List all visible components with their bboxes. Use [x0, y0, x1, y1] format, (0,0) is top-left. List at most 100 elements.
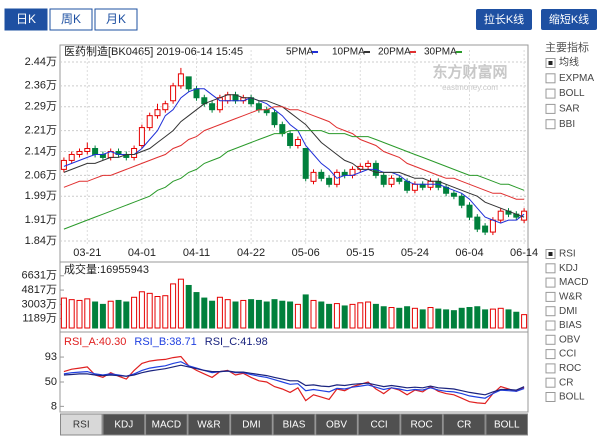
- volume-bar: [60, 297, 67, 329]
- x-tick-label: 04-01: [128, 247, 156, 259]
- indicator-tab[interactable]: CCI: [357, 413, 401, 436]
- volume-bar: [115, 299, 122, 329]
- y-tick-label: 4817万: [22, 284, 57, 296]
- rsi-line: [63, 361, 525, 399]
- volume-bar: [326, 303, 333, 329]
- indicator-tab[interactable]: CR: [442, 413, 486, 436]
- indicator-option[interactable]: 均线: [545, 56, 579, 69]
- checkbox: [545, 119, 556, 130]
- volume-bar: [380, 306, 387, 329]
- volume-bar: [92, 301, 99, 329]
- volume-bar: [107, 300, 114, 329]
- tab-bg: [145, 413, 188, 436]
- volume-bar: [209, 300, 216, 329]
- option-label: 均线: [559, 56, 579, 69]
- option-label: MACD: [559, 277, 588, 288]
- tab-bg: [272, 413, 316, 436]
- candle-body: [310, 171, 317, 182]
- button-label: 日K: [16, 12, 36, 26]
- button-label: 月K: [106, 12, 126, 26]
- y-tick-label: 1189万: [22, 313, 57, 325]
- candle-body: [474, 216, 481, 230]
- indicator-tab[interactable]: W&R: [187, 413, 231, 436]
- checkbox: [545, 306, 556, 317]
- checkbox: [545, 377, 556, 388]
- volume-bar: [294, 303, 301, 329]
- indicator-option[interactable]: DMI: [545, 306, 577, 317]
- button-label: 缩短K线: [549, 12, 589, 26]
- indicator-tab[interactable]: BOLL: [485, 413, 529, 436]
- indicator-option[interactable]: EXPMA: [545, 73, 594, 84]
- checkbox: [545, 277, 556, 288]
- indicator-option[interactable]: BIAS: [545, 320, 582, 331]
- y-tick-label: 2.36万: [25, 80, 57, 92]
- candle-body: [209, 103, 216, 111]
- indicator-tab[interactable]: OBV: [315, 413, 358, 436]
- y-tick-label: 93: [45, 351, 57, 363]
- candle-body: [380, 174, 387, 185]
- watermark: eastmoney.com: [442, 83, 498, 92]
- indicator-option[interactable]: CCI: [545, 349, 576, 360]
- candle-body: [76, 150, 83, 155]
- candle-body: [68, 153, 75, 161]
- option-label: EXPMA: [559, 73, 594, 84]
- period-button[interactable]: 月K: [94, 8, 138, 31]
- checkbox: [545, 334, 556, 345]
- volume-bar: [474, 306, 481, 329]
- volume-bar: [201, 297, 208, 329]
- indicator-option[interactable]: MACD: [545, 277, 588, 288]
- volume-bar: [505, 309, 512, 329]
- candle-body: [497, 210, 504, 221]
- indicator-tab[interactable]: KDJ: [102, 413, 146, 436]
- option-label: KDJ: [559, 263, 578, 274]
- indicator-option[interactable]: OBV: [545, 334, 580, 345]
- x-tick-label: 04-11: [183, 247, 210, 259]
- tab-bg: [187, 413, 231, 436]
- option-label: OBV: [559, 334, 580, 345]
- action-button[interactable]: 缩短K线: [541, 9, 597, 30]
- candle-body: [84, 147, 91, 152]
- option-label: CR: [559, 377, 573, 388]
- indicator-option[interactable]: RSI: [545, 249, 576, 260]
- indicator-option[interactable]: SAR: [545, 104, 580, 115]
- candle-body: [411, 183, 418, 191]
- option-label: BOLL: [559, 392, 585, 403]
- volume-bar: [466, 307, 473, 329]
- tab-label: W&R: [197, 420, 220, 431]
- checkbox: [545, 263, 556, 274]
- y-tick-label: 2.29万: [25, 101, 57, 113]
- indicator-option[interactable]: W&R: [545, 291, 582, 303]
- action-button[interactable]: 拉长K线: [476, 9, 532, 30]
- indicator-option[interactable]: KDJ: [545, 263, 578, 274]
- y-tick-label: 50: [45, 376, 57, 388]
- indicator-option[interactable]: BOLL: [545, 392, 585, 403]
- candle-body: [154, 109, 161, 117]
- indicator-option[interactable]: CR: [545, 377, 573, 388]
- option-label: SAR: [559, 104, 580, 115]
- indicator-option[interactable]: ROC: [545, 363, 581, 374]
- ma-line: [63, 106, 525, 200]
- candle-body: [146, 115, 153, 129]
- checkbox: [545, 291, 556, 302]
- candle-body: [388, 177, 395, 185]
- indicator-tab[interactable]: ROC: [400, 413, 443, 436]
- period-button[interactable]: 周K: [49, 8, 93, 31]
- x-tick-label: 05-06: [292, 247, 320, 259]
- indicator-tab[interactable]: RSI: [60, 413, 103, 436]
- volume-bar: [419, 309, 426, 329]
- volume-bar: [396, 307, 403, 329]
- sidebar-title: 主要指标: [545, 40, 589, 54]
- indicator-option[interactable]: BBI: [545, 119, 575, 130]
- volume-bar: [302, 294, 309, 329]
- option-label: DMI: [559, 306, 577, 317]
- volume-bar: [248, 299, 255, 329]
- y-tick-label: 1.91万: [25, 214, 57, 226]
- period-button[interactable]: 日K: [4, 8, 48, 31]
- indicator-tab[interactable]: DMI: [230, 413, 273, 436]
- indicator-option[interactable]: BOLL: [545, 88, 585, 99]
- indicator-tab[interactable]: MACD: [145, 413, 188, 436]
- indicator-tab[interactable]: BIAS: [272, 413, 316, 436]
- candle-body: [458, 195, 465, 206]
- candle-body: [489, 219, 496, 233]
- tab-bg: [485, 413, 529, 436]
